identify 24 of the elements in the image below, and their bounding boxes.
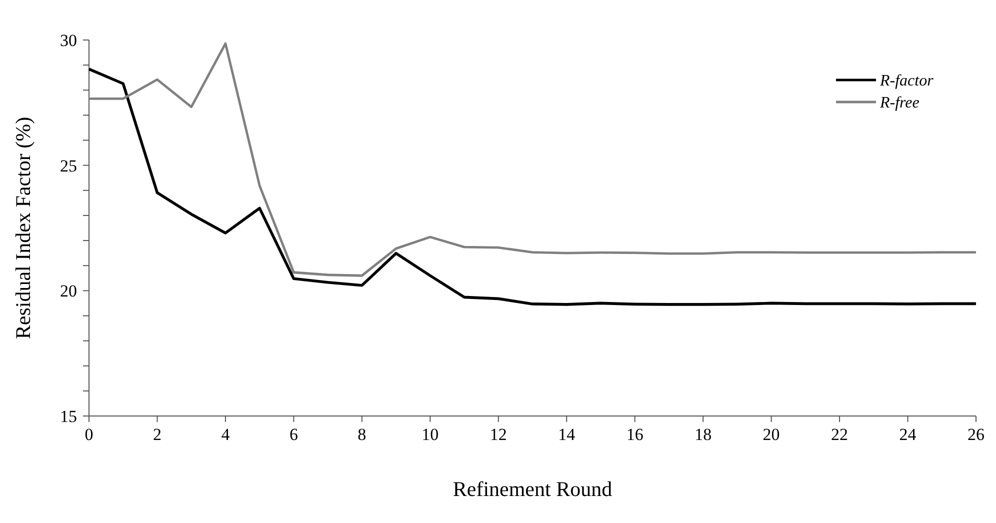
x-tick-label: 22 — [831, 425, 848, 444]
legend-label: R-factor — [879, 72, 934, 90]
x-tick-label: 6 — [289, 425, 298, 444]
x-tick-label: 4 — [221, 425, 230, 444]
x-tick-label: 24 — [899, 425, 917, 444]
x-tick-label: 2 — [152, 425, 162, 444]
y-tick-label: 20 — [60, 282, 77, 301]
x-tick-label: 26 — [968, 425, 984, 444]
y-axis-title: Residual Index Factor (%) — [11, 116, 35, 340]
x-axis-title: Refinement Round — [452, 477, 613, 501]
x-tick-label: 16 — [626, 425, 644, 444]
line-series — [88, 68, 978, 306]
x-tick-label: 20 — [762, 425, 780, 444]
line-series — [88, 42, 978, 277]
x-tick-label: 12 — [490, 425, 507, 444]
x-tick-label: 10 — [422, 425, 439, 444]
x-tick-label: 0 — [84, 425, 94, 444]
y-tick-label: 15 — [60, 406, 77, 426]
x-tick-label: 8 — [358, 425, 366, 444]
y-tick-label: 30 — [60, 30, 77, 50]
x-tick-label: 18 — [694, 425, 712, 444]
x-tick-label: 14 — [558, 425, 576, 444]
legend-label: R-free — [879, 94, 920, 112]
y-tick-label: 25 — [60, 156, 77, 176]
